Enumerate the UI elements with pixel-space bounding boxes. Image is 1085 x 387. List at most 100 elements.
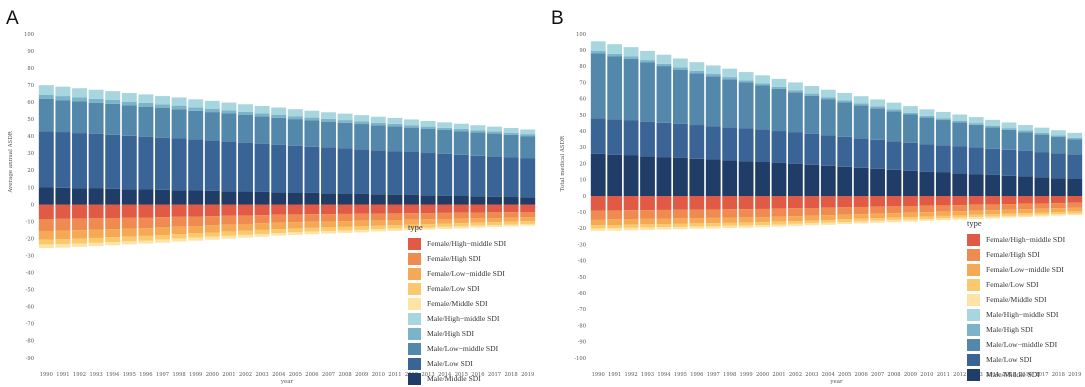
bar-segment [590, 118, 606, 154]
bar-segment [470, 132, 486, 156]
bar-segment [404, 204, 419, 214]
bar-segment [254, 105, 270, 114]
bar-segment [771, 221, 787, 225]
bar-segment [453, 154, 469, 196]
y-tick-label: 100 [576, 32, 586, 38]
x-axis: 1990 1991 1992 1993 1994 1995 1996 1997 1998 1999… [40, 372, 535, 378]
bar-segment [804, 95, 820, 134]
bar-segment [689, 209, 705, 219]
bar-segment [804, 86, 820, 94]
bar-segment [804, 215, 820, 221]
bar-segment [689, 125, 705, 159]
bar-segment [138, 240, 154, 244]
bar-segment [72, 101, 87, 134]
legend-label: Male/Middle SDI [427, 374, 481, 383]
bar-segment [985, 210, 1001, 215]
x-tick-label: 1998 [172, 372, 185, 378]
bar-segment [221, 110, 237, 114]
bar-segment [254, 234, 270, 237]
bar-segment [968, 210, 984, 215]
bar-segment [1067, 139, 1083, 155]
bar-segment [919, 109, 935, 116]
bar-segment [387, 123, 403, 127]
bar-segment [590, 196, 606, 211]
legend-item: Female/Low−middle SDI [408, 266, 506, 281]
bar-segment [370, 150, 386, 195]
bar-segment [503, 127, 519, 133]
legend-swatch [967, 263, 980, 276]
bar-segment [271, 114, 287, 118]
bar-segment [672, 69, 688, 124]
bar-segment [287, 214, 303, 223]
bar-segment [623, 58, 639, 121]
legend-swatch [408, 252, 421, 265]
y-tick-label: 80 [27, 66, 34, 72]
bar-segment [304, 110, 320, 118]
bar-segment [820, 215, 836, 220]
bar-segment [640, 121, 655, 157]
bar-segment [853, 103, 869, 106]
bar-segment [354, 204, 370, 214]
y-tick-label: 30 [27, 151, 34, 157]
bar-segment [1018, 176, 1033, 196]
x-tick-label: 1996 [139, 372, 152, 378]
bar-segment [870, 196, 885, 207]
bar-segment [155, 235, 170, 240]
bar-segment [952, 196, 968, 206]
y-tick-label: 60 [27, 100, 34, 106]
bar-segment [470, 225, 486, 228]
bar-segment [656, 196, 672, 210]
y-tick-label: -30 [26, 253, 34, 259]
bar-segment [221, 224, 237, 232]
y-tick-label: 60 [579, 97, 586, 103]
bar-segment [453, 128, 469, 132]
bar-segment [853, 214, 869, 219]
bar-segment [755, 217, 770, 223]
bar-segment [503, 132, 519, 135]
bar-segment [672, 67, 688, 70]
bar-segment [689, 73, 705, 126]
bar-segment [1034, 196, 1050, 204]
bar-segment [1034, 203, 1050, 209]
bar-segment [607, 196, 623, 211]
bar-segment [722, 68, 738, 78]
bar-segment [640, 218, 655, 225]
bar-segment [656, 66, 672, 123]
bar-segment [503, 224, 519, 227]
x-tick-label: 1995 [123, 372, 136, 378]
bar-segment [221, 141, 237, 192]
bar-segment [738, 196, 754, 210]
legend-label: Male/Low SDI [427, 359, 473, 368]
bar-segment [487, 196, 502, 205]
bar-segment [88, 102, 104, 134]
bar-segment [771, 131, 787, 163]
panel-letter-a: A [6, 8, 19, 29]
bar-segment [935, 118, 951, 121]
y-tick-label: -10 [26, 219, 34, 225]
y-tick-label: 20 [27, 168, 34, 174]
x-axis: 1990 1991 1992 1993 1994 1995 1996 1997 1998 1999… [592, 372, 1082, 378]
bar-segment [985, 216, 1001, 219]
bar-segment [520, 217, 536, 222]
bar-segment [672, 226, 688, 230]
bar-segment [72, 204, 87, 219]
bar-segment [221, 204, 237, 216]
bar-segment [755, 161, 770, 196]
bar-segment [771, 88, 787, 132]
bar-segment [503, 212, 519, 218]
bar-segment [420, 227, 436, 230]
bar-segment [640, 196, 655, 211]
bar-segment [271, 222, 287, 230]
bar-segment [722, 196, 738, 210]
bar-segment [321, 118, 336, 122]
bar-segment [171, 109, 187, 139]
bar-segment [985, 148, 1001, 175]
legend-swatch [408, 372, 421, 385]
bar-segment [771, 78, 787, 87]
bar-segment [1034, 152, 1050, 178]
bar-segment [487, 225, 502, 228]
legend-swatch [967, 323, 980, 336]
bar-segment [903, 106, 918, 113]
bar-segment [903, 206, 918, 213]
bar-segment [38, 85, 54, 95]
